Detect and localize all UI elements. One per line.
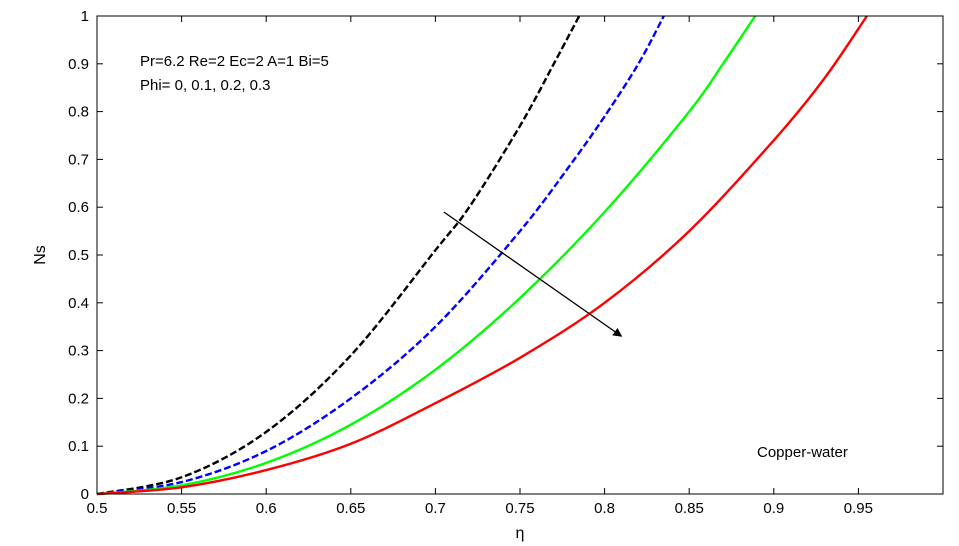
y-tick-label: 0.9	[68, 56, 89, 73]
y-tick-label: 0.4	[68, 295, 89, 312]
params-annotation-line1: Pr=6.2 Re=2 Ec=2 A=1 Bi=5	[140, 53, 329, 70]
increasing-phi-arrow	[443, 211, 623, 337]
x-tick-label: 0.5	[87, 500, 108, 517]
y-tick-label: 0.6	[68, 199, 89, 216]
y-tick-label: 0.3	[68, 343, 89, 360]
series-line-2	[96, 15, 665, 496]
x-tick-label: 0.85	[675, 500, 704, 517]
x-tick-label: 0.9	[763, 500, 784, 517]
fluid-label: Copper-water	[757, 444, 848, 461]
series-line-3	[96, 15, 757, 496]
x-tick-label: 0.65	[336, 500, 365, 517]
plot-area	[97, 16, 943, 494]
params-annotation-line2: Phi= 0, 0.1, 0.2, 0.3	[140, 77, 271, 94]
y-tick-label: 0.2	[68, 390, 89, 407]
y-tick-label: 0.8	[68, 104, 89, 121]
y-tick-label: 0.1	[68, 438, 89, 455]
x-tick-label: 0.6	[256, 500, 277, 517]
x-tick-label: 0.7	[425, 500, 446, 517]
x-tick-label: 0.75	[505, 500, 534, 517]
x-tick-label: 0.95	[844, 500, 873, 517]
x-axis-label: η	[516, 525, 525, 542]
series-line-4	[96, 15, 868, 496]
y-tick-label: 0.7	[68, 151, 89, 168]
x-tick-label: 0.55	[167, 500, 196, 517]
y-tick-label: 0	[81, 486, 89, 503]
x-tick-label: 0.8	[594, 500, 615, 517]
y-tick-label: 0.5	[68, 247, 89, 264]
series-line-1	[96, 15, 581, 496]
y-tick-label: 1	[81, 8, 89, 25]
y-axis-label: Ns	[32, 245, 49, 265]
